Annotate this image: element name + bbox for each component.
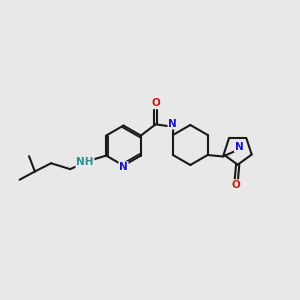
Text: N: N <box>235 142 244 152</box>
Text: O: O <box>151 98 160 109</box>
Text: N: N <box>168 119 177 129</box>
Text: N: N <box>119 162 128 172</box>
Text: O: O <box>232 180 241 190</box>
Text: NH: NH <box>76 158 94 167</box>
